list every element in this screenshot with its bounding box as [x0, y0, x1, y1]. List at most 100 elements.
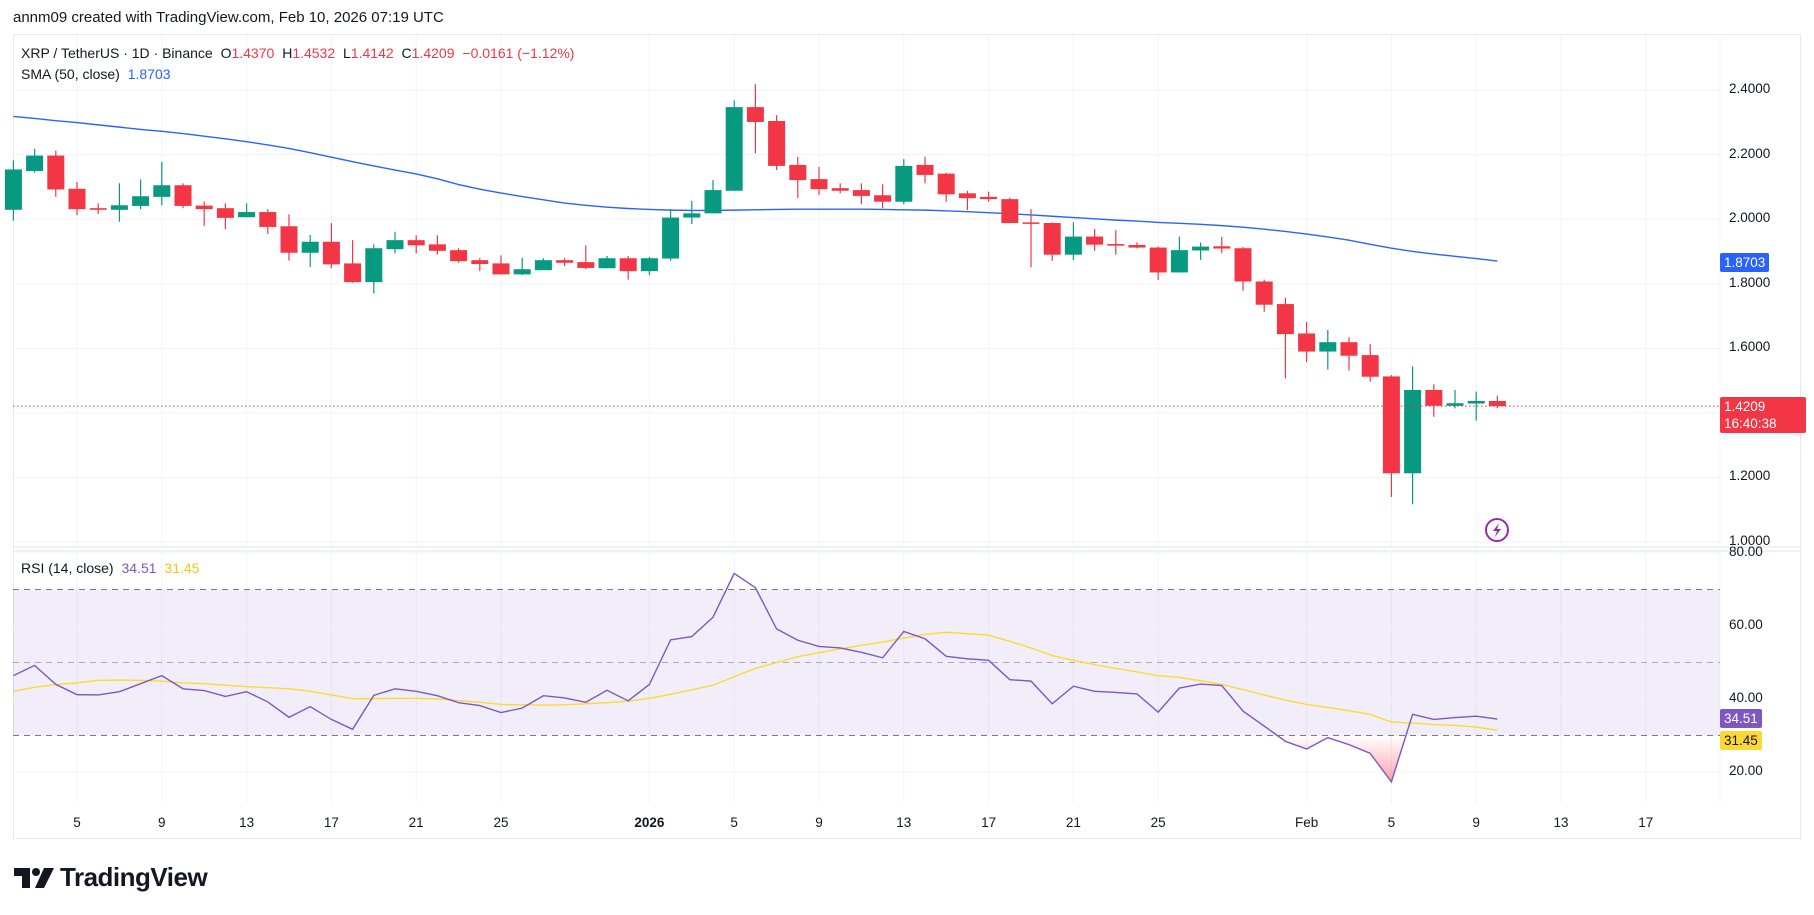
price-axis-label: 2.0000 [1729, 210, 1771, 226]
candle-body [768, 120, 786, 166]
lightning-bolt-icon[interactable] [1484, 517, 1510, 543]
chart-frame [13, 34, 1801, 839]
candle-body [556, 260, 574, 263]
candle-body [238, 212, 256, 218]
rsi-axis-label: 20.00 [1729, 763, 1763, 778]
candle-body [852, 190, 870, 196]
candle-body [195, 205, 213, 210]
candle-body [513, 269, 531, 275]
candle-body [1149, 247, 1167, 273]
candle-body [704, 190, 722, 214]
rsi-label: RSI (14, close) [21, 560, 114, 576]
candle-body [1255, 281, 1273, 305]
candle-body [174, 185, 192, 206]
candle-body [89, 208, 107, 210]
x-tick-label: 5 [730, 815, 738, 830]
tradingview-logo-icon [14, 867, 54, 888]
rsi-legend[interactable]: RSI (14, close) 34.51 31.45 [21, 560, 203, 576]
candle-body [1382, 376, 1400, 474]
candle-body [407, 240, 425, 246]
price-axis-label: 1.2000 [1729, 468, 1771, 484]
candle-body [153, 185, 171, 197]
candle-body [365, 248, 383, 283]
logo-text: TradingView [60, 862, 208, 892]
candle-body [1022, 222, 1040, 224]
rsi-ma-value: 31.45 [164, 560, 200, 576]
candle-body [874, 195, 892, 202]
change-value: −0.0161 (−1.12%) [462, 45, 575, 61]
candle-body [110, 205, 128, 210]
candle-body [1043, 223, 1061, 255]
candle-body [1107, 244, 1125, 246]
open-value: 1.4370 [231, 45, 275, 61]
candle-body [1128, 244, 1146, 248]
sma-label: SMA (50, close) [21, 66, 120, 82]
candle-body [450, 250, 468, 262]
low-label: L [343, 45, 351, 61]
candle-body [1361, 355, 1379, 377]
candle-body [1001, 199, 1019, 224]
x-tick-label: 9 [1472, 815, 1480, 830]
candle-body [746, 107, 764, 122]
x-tick-label: 2026 [634, 815, 665, 830]
tradingview-logo[interactable]: TradingView [14, 862, 208, 893]
candle-body [1064, 236, 1082, 255]
rsi-ma-price-tag: 31.45 [1720, 731, 1762, 750]
open-label: O [220, 45, 232, 61]
rsi-axis-label: 80.00 [1729, 544, 1763, 559]
candle-body [619, 258, 637, 272]
chart-credit: annm09 created with TradingView.com, Feb… [13, 9, 444, 26]
candle-body [428, 244, 446, 251]
candle-body [640, 258, 658, 272]
sma-value: 1.8703 [127, 66, 171, 82]
sma-price-tag: 1.8703 [1720, 253, 1770, 272]
rsi-value: 34.51 [121, 560, 157, 576]
x-tick-label: 13 [239, 815, 255, 830]
candle-body [577, 262, 595, 268]
candle-body [47, 155, 65, 190]
candle-body [280, 226, 298, 253]
candle-body [1319, 342, 1337, 352]
x-tick-label: 5 [73, 815, 81, 830]
candle-body [386, 240, 404, 250]
candle-body [1425, 389, 1443, 406]
candle-body [1192, 246, 1210, 251]
candle-body [980, 196, 998, 200]
x-tick-label: 25 [493, 815, 509, 830]
candle-body [1467, 400, 1485, 404]
candle-body [471, 260, 489, 265]
candle-body [725, 107, 743, 191]
candle-body [322, 241, 340, 265]
candle-body [1170, 250, 1188, 273]
candle-body [1488, 400, 1506, 407]
candle-body [534, 260, 552, 271]
x-tick-label: 25 [1150, 815, 1166, 830]
rsi-price-tag: 34.51 [1720, 709, 1762, 728]
x-tick-label: 21 [1065, 815, 1081, 830]
candle-body [937, 173, 955, 195]
x-tick-label: 17 [1638, 815, 1654, 830]
x-tick-label: 5 [1387, 815, 1396, 830]
close-label: C [401, 45, 412, 61]
rsi-oversold-fill [13, 735, 1498, 782]
candle-body [1298, 333, 1316, 352]
rsi-axis-label: 60.00 [1729, 617, 1763, 632]
candle-body [1213, 246, 1231, 249]
candle-body [1340, 342, 1358, 356]
candle-body [259, 212, 277, 227]
price-axis-label: 1.8000 [1729, 274, 1771, 290]
candle-body [344, 263, 362, 283]
sma-line [13, 115, 1498, 262]
candle-body [598, 258, 616, 269]
low-value: 1.4142 [350, 45, 394, 61]
price-axis-label: 2.2000 [1729, 145, 1771, 161]
candle-body [216, 208, 234, 218]
main-legend: XRP / TetherUS · 1D · Binance O1.4370 H1… [21, 45, 578, 61]
sma-legend[interactable]: SMA (50, close) 1.8703 [21, 66, 175, 82]
price-axis-label: 2.4000 [1729, 81, 1771, 96]
x-tick-label: 9 [815, 815, 823, 830]
symbol-title[interactable]: XRP / TetherUS · 1D · Binance [21, 45, 213, 61]
x-tick-label: 17 [981, 815, 997, 830]
x-tick-label: Feb [1294, 815, 1319, 830]
